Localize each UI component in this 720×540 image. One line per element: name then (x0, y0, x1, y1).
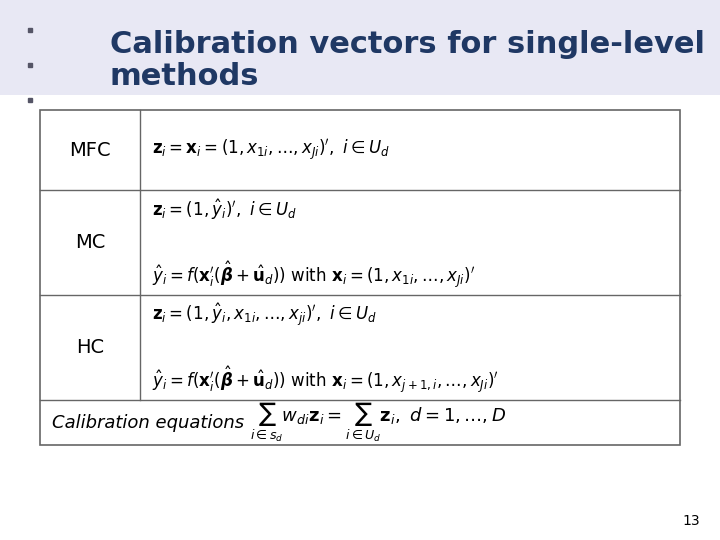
Text: Calibration vectors for single-level: Calibration vectors for single-level (110, 30, 705, 59)
Text: HC: HC (76, 338, 104, 357)
Text: MC: MC (75, 233, 105, 252)
Text: $\mathbf{z}_i = (1, \hat{y}_i)^{\prime},\ i \in U_d$: $\mathbf{z}_i = (1, \hat{y}_i)^{\prime},… (152, 198, 297, 222)
Text: MFC: MFC (69, 140, 111, 159)
Bar (40, 110, 680, 445)
Text: $\sum_{i \in s_d} w_{di}\mathbf{z}_i = \sum_{i \in U_d} \mathbf{z}_i,\ d = 1,\ld: $\sum_{i \in s_d} w_{di}\mathbf{z}_i = \… (250, 401, 506, 444)
Text: 13: 13 (683, 514, 700, 528)
Text: Calibration equations: Calibration equations (52, 414, 244, 431)
Text: $\mathbf{z}_i = (1, \hat{y}_i, x_{1i}, \ldots, x_{ji})^{\prime},\ i \in U_d$: $\mathbf{z}_i = (1, \hat{y}_i, x_{1i}, \… (152, 302, 377, 328)
Text: $\hat{y}_i = f(\mathbf{x}^{\prime}_i(\hat{\boldsymbol{\beta}} + \hat{\mathbf{u}}: $\hat{y}_i = f(\mathbf{x}^{\prime}_i(\ha… (152, 260, 475, 291)
Text: methods: methods (110, 62, 259, 91)
Bar (0, 0, 720, 95)
Text: $\hat{y}_i = f(\mathbf{x}^{\prime}_i(\hat{\boldsymbol{\beta}} + \hat{\mathbf{u}}: $\hat{y}_i = f(\mathbf{x}^{\prime}_i(\ha… (152, 364, 499, 395)
Text: $\mathbf{z}_i = \mathbf{x}_i = (1, x_{1i}, \ldots, x_{Ji})^{\prime},\ i \in U_d$: $\mathbf{z}_i = \mathbf{x}_i = (1, x_{1i… (152, 137, 390, 163)
